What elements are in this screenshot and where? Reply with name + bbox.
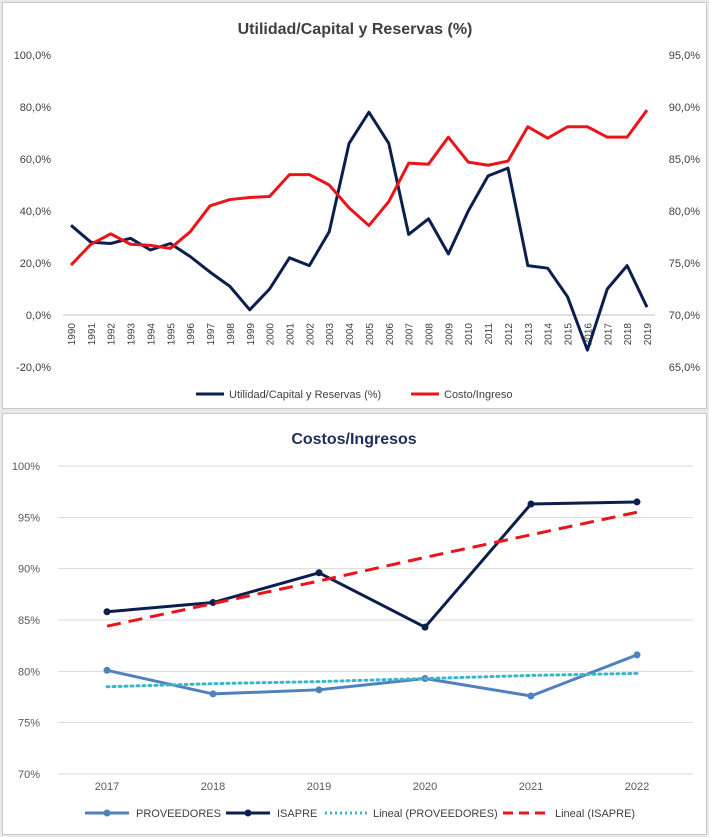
- legend-label-lineal-proveedores: Lineal (PROVEEDORES): [373, 808, 498, 820]
- y-right-tick-label: 85,0%: [669, 154, 700, 166]
- x-tick-label: 2020: [413, 781, 437, 793]
- x-tick-label: 2013: [524, 323, 535, 346]
- y-tick-label: 90%: [18, 564, 40, 576]
- x-tick-label: 1998: [226, 323, 237, 346]
- x-tick-label: 2017: [603, 323, 614, 346]
- legend-label-utilidad: Utilidad/Capital y Reservas (%): [229, 389, 381, 401]
- point-isapre: [315, 569, 323, 577]
- series-line-utilidad: [70, 110, 649, 352]
- y-left-tick-label: 80,0%: [20, 102, 51, 114]
- y-tick-label: 100%: [12, 461, 40, 473]
- x-tick-label: 2008: [425, 323, 436, 346]
- y-left-tick-label: 60,0%: [20, 154, 51, 166]
- chart-panel-costos: Costos/Ingresos 100% 95% 90% 85% 80% 75% 70% 2…: [2, 413, 707, 835]
- y-right-tick-label: 75,0%: [669, 258, 700, 270]
- x-tick-label: 1990: [67, 323, 78, 346]
- x-tick-label: 2010: [464, 323, 475, 346]
- x-tick-label: 2021: [519, 781, 543, 793]
- x-tick-label: 1997: [206, 323, 217, 346]
- x-tick-label: 2009: [444, 323, 455, 346]
- chart-utilidad-svg: Utilidad/Capital y Reservas (%) 100,0% 80…: [14, 21, 701, 401]
- legend-label-costo: Costo/Ingreso: [444, 389, 512, 401]
- x-tick-label: 2018: [623, 323, 634, 346]
- x-tick-label: 2006: [385, 323, 396, 346]
- x-tick-label: 1999: [246, 323, 257, 346]
- y-left-tick-label: 0,0%: [26, 310, 51, 322]
- x-tick-label: 1991: [87, 323, 98, 346]
- point-isapre: [633, 498, 641, 506]
- point-proveedores: [103, 666, 111, 674]
- x-tick-label: 2015: [564, 323, 575, 346]
- chart-title: Utilidad/Capital y Reservas (%): [238, 21, 473, 38]
- series-line-proveedores: [106, 653, 638, 698]
- x-tick-label: 2007: [405, 323, 416, 346]
- x-tick-label: 2017: [95, 781, 119, 793]
- point-proveedores: [633, 651, 641, 659]
- series-line-isapre: [106, 500, 638, 629]
- x-tick-label: 2016: [583, 323, 594, 346]
- chart-costos-svg: Costos/Ingresos 100% 95% 90% 85% 80% 75% 70% 2…: [12, 431, 693, 820]
- x-tick-label: 1993: [127, 323, 138, 346]
- point-proveedores: [315, 686, 323, 694]
- y-right-tick-label: 90,0%: [669, 102, 700, 114]
- x-tick-label: 2011: [484, 323, 495, 345]
- x-tick-label: 2000: [266, 323, 277, 346]
- chart-panel-utilidad: Utilidad/Capital y Reservas (%) 100,0% 80…: [2, 2, 707, 409]
- y-tick-label: 75%: [18, 718, 40, 730]
- y-right-tick-label: 95,0%: [669, 50, 700, 62]
- y-right-tick-label: 70,0%: [669, 310, 700, 322]
- x-tick-label: 2018: [201, 781, 225, 793]
- x-tick-label: 2019: [307, 781, 331, 793]
- point-isapre: [421, 623, 429, 631]
- point-isapre: [527, 500, 535, 508]
- trendline-isapre: [106, 510, 638, 628]
- point-proveedores: [527, 692, 535, 700]
- legend: Utilidad/Capital y Reservas (%) Costo/In…: [196, 389, 512, 401]
- y-tick-label: 80%: [18, 666, 40, 678]
- y-right-tick-label: 80,0%: [669, 206, 700, 218]
- chart-title: Costos/Ingresos: [291, 431, 416, 448]
- legend-label-proveedores: PROVEEDORES: [136, 808, 221, 820]
- trendline-proveedores: [105, 671, 639, 689]
- legend-label-lineal-isapre: Lineal (ISAPRE): [555, 808, 635, 820]
- x-tick-label: 1995: [166, 323, 177, 346]
- legend-label-isapre: ISAPRE: [277, 808, 317, 820]
- x-tick-label: 2001: [285, 323, 296, 346]
- x-tick-label: 2002: [305, 323, 316, 346]
- x-tick-label: 2014: [544, 323, 555, 346]
- point-proveedores: [209, 690, 217, 698]
- x-tick-label: 2019: [643, 323, 654, 346]
- point-isapre: [209, 599, 217, 607]
- y-tick-label: 85%: [18, 615, 40, 627]
- point-isapre: [103, 608, 111, 616]
- legend: PROVEEDORES ISAPRE Lineal (PROVEEDORES) …: [85, 808, 635, 820]
- x-tick-label: 1992: [107, 323, 118, 346]
- x-tick-label: 1996: [186, 323, 197, 346]
- legend-marker-proveedores: [103, 809, 111, 817]
- series-line-costo-ingreso: [69, 109, 649, 267]
- y-tick-label: 70%: [18, 769, 40, 781]
- legend-marker-isapre: [244, 809, 252, 817]
- x-tick-label: 2012: [504, 323, 515, 346]
- y-left-tick-label: 20,0%: [20, 258, 51, 270]
- y-left-tick-label: 100,0%: [14, 50, 52, 62]
- x-tick-label: 2004: [345, 323, 356, 346]
- y-left-tick-label: -20,0%: [16, 362, 51, 374]
- y-right-tick-label: 65,0%: [669, 362, 700, 374]
- y-tick-label: 95%: [18, 512, 40, 524]
- x-tick-label: 1994: [146, 323, 157, 346]
- y-left-tick-label: 40,0%: [20, 206, 51, 218]
- x-tick-label: 2022: [625, 781, 649, 793]
- x-tick-label: 2003: [325, 323, 336, 346]
- x-tick-label: 2005: [365, 323, 376, 346]
